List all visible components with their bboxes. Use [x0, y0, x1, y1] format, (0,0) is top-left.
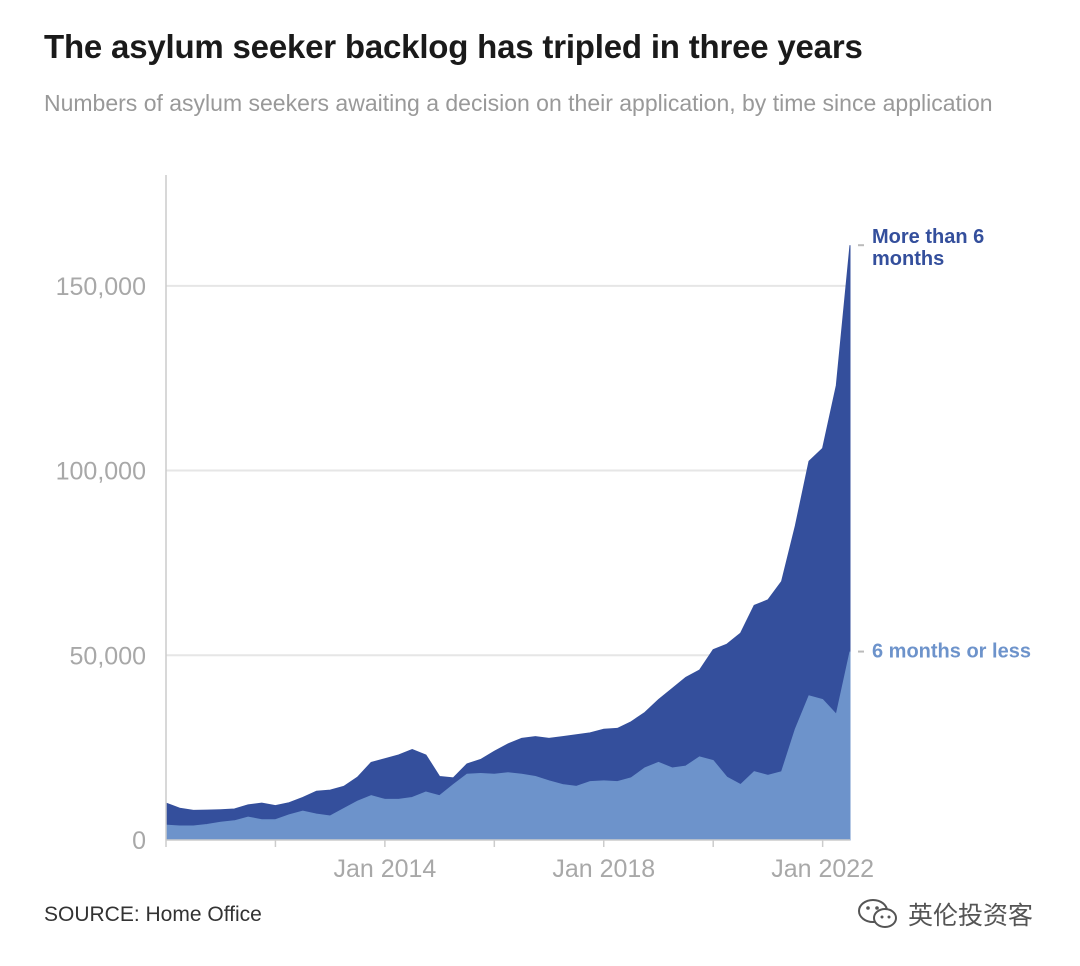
chart-title: The asylum seeker backlog has tripled in…	[44, 28, 863, 65]
label-line: More than 6	[872, 226, 984, 248]
label-line: 6 months or less	[872, 641, 1031, 663]
label-more-than-6-months: More than 6 months	[872, 226, 984, 270]
area-series-more-than-6-months	[165, 245, 851, 827]
chart-subtitle: Numbers of asylum seekers awaiting a dec…	[44, 90, 993, 116]
label-6-months-or-less: 6 months or less	[872, 641, 1031, 663]
y-tick-label: 100,000	[56, 458, 146, 486]
x-tick-label: Jan 2022	[771, 855, 874, 883]
watermark-text: 英伦投资客	[908, 901, 1034, 930]
watermark: 英伦投资客	[856, 896, 1033, 932]
y-tick-label: 50,000	[70, 642, 146, 670]
y-tick-label: 150,000	[56, 273, 146, 301]
wechat-icon	[858, 899, 897, 928]
x-tick-label: Jan 2018	[552, 855, 655, 883]
label-line: months	[872, 248, 944, 270]
source-note: SOURCE: Home Office	[44, 903, 262, 926]
x-tick-label: Jan 2014	[333, 855, 436, 883]
y-tick-label: 0	[132, 827, 146, 855]
area-series-6-months-or-less	[165, 651, 851, 841]
